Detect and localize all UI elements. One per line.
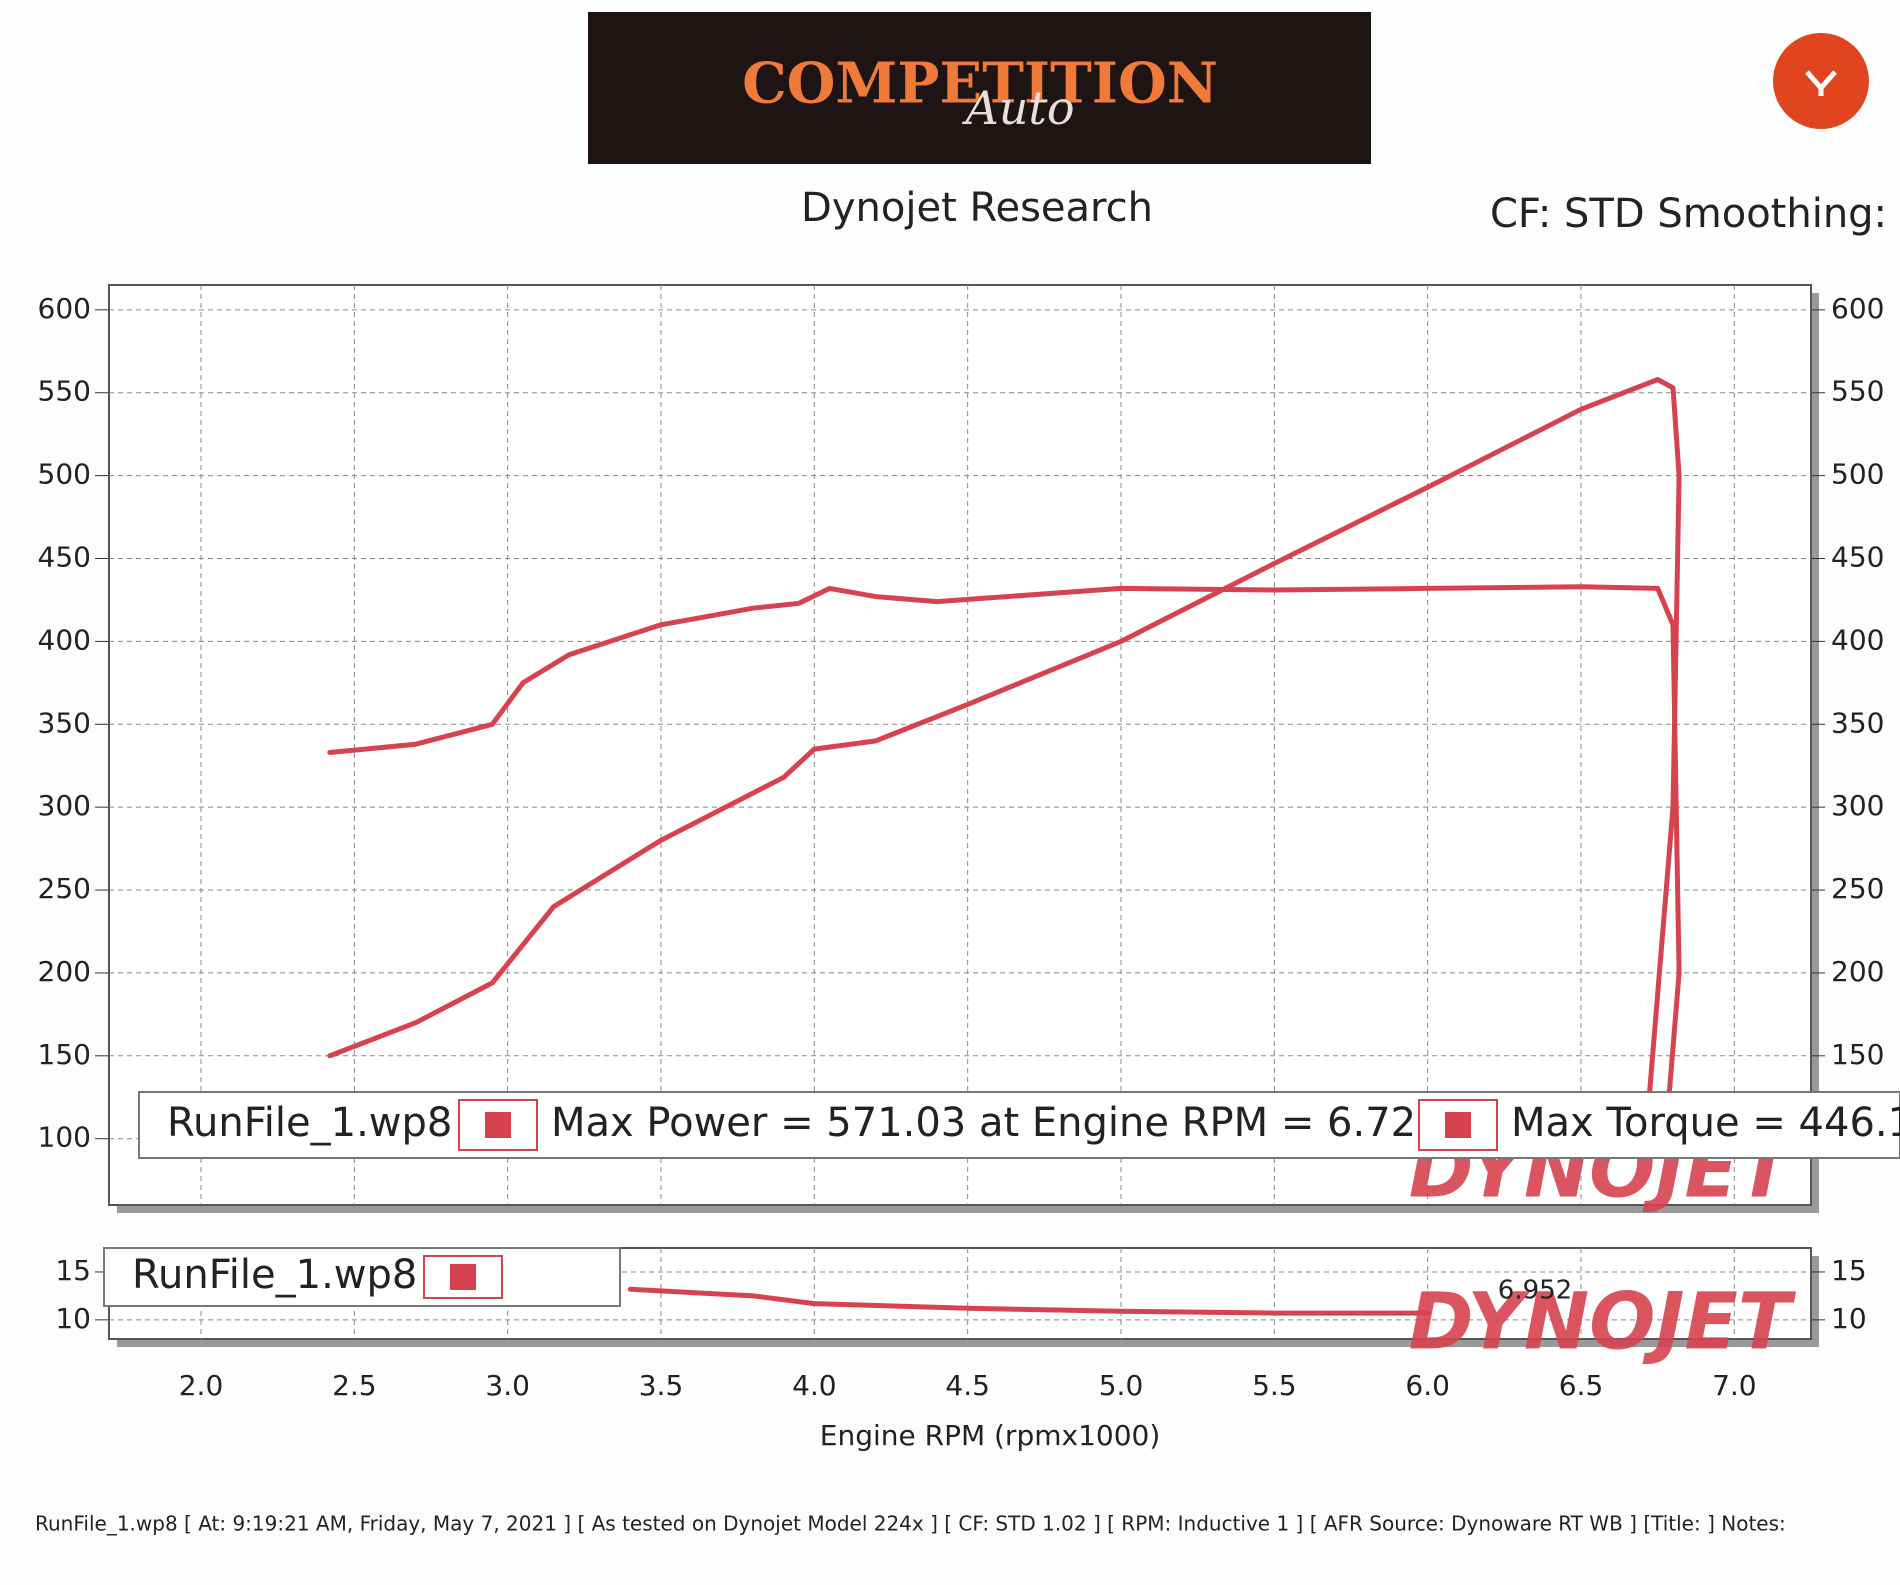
logo-script: Auto (961, 81, 1074, 135)
y2-tick-label: 600 (1831, 292, 1884, 325)
title: Dynojet Research (801, 185, 1153, 231)
annotation: 6.952 (1498, 1276, 1572, 1306)
y-tick-label: 200 (38, 955, 91, 988)
y2-tick-label: 150 (1831, 1038, 1884, 1071)
x-tick-label: 5.0 (1099, 1369, 1144, 1402)
share-icon (1805, 70, 1837, 96)
y2-tick-label: 500 (1831, 458, 1884, 491)
y2-tick-label: 250 (1831, 872, 1884, 905)
legend-swatch (450, 1264, 476, 1290)
y-tick-label: 450 (38, 541, 91, 574)
y-tick-label: 500 (38, 458, 91, 491)
x-tick-label: 5.5 (1252, 1369, 1297, 1402)
y-tick-label: 300 (38, 789, 91, 822)
legend-box (103, 1247, 621, 1307)
x-tick-label: 4.5 (945, 1369, 990, 1402)
x-tick-label: 6.5 (1559, 1369, 1604, 1402)
settings: CF: STD Smoothing: (1490, 191, 1887, 237)
y-tick-label: 15 (55, 1254, 91, 1287)
legend-box (138, 1091, 1900, 1159)
y2-tick-label: 350 (1831, 706, 1884, 739)
x-tick-label: 3.5 (639, 1369, 684, 1402)
y-tick-label: 550 (38, 375, 91, 408)
footer: RunFile_1.wp8 [ At: 9:19:21 AM, Friday, … (35, 1512, 1786, 1536)
y-tick-label: 350 (38, 706, 91, 739)
y2-tick-label: 400 (1831, 623, 1884, 656)
legend-title: RunFile_1.wp8 (132, 1252, 417, 1298)
y2-tick-label: 200 (1831, 955, 1884, 988)
y2-tick-label: 15 (1831, 1254, 1867, 1287)
y2-tick-label: 300 (1831, 789, 1884, 822)
data-line (627, 1286, 1431, 1316)
x-tick-label: 2.0 (179, 1369, 224, 1402)
y-tick-label: 400 (38, 623, 91, 656)
data-line (327, 584, 1682, 1125)
legend-swatch (485, 1112, 511, 1138)
x-tick-label: 7.0 (1712, 1369, 1757, 1402)
x-axis-label: Engine RPM (rpmx1000) (820, 1419, 1161, 1452)
x-tick-label: 6.0 (1405, 1369, 1450, 1402)
y-tick-label: 150 (38, 1038, 91, 1071)
y2-tick-label: 450 (1831, 541, 1884, 574)
share-button[interactable] (1773, 33, 1869, 129)
legend-label: Max Power = 571.03 at Engine RPM = 6.72 (551, 1100, 1416, 1146)
data-line (327, 377, 1682, 1108)
logo-banner (588, 12, 1371, 164)
watermark: DYNOJET (1409, 1277, 1797, 1367)
legend-swatch (1445, 1112, 1471, 1138)
y2-tick-label: 550 (1831, 375, 1884, 408)
x-tick-label: 2.5 (332, 1369, 377, 1402)
y-tick-label: 600 (38, 292, 91, 325)
y-tick-label: 10 (55, 1302, 91, 1335)
share-button-circle[interactable] (1773, 33, 1869, 129)
y2-tick-label: 10 (1831, 1302, 1867, 1335)
x-tick-label: 4.0 (792, 1369, 837, 1402)
legend-label: Max Torque = 446.14 (1511, 1100, 1900, 1146)
legend-title: RunFile_1.wp8 (167, 1100, 452, 1146)
logo-main: COMPETITION (742, 51, 1218, 117)
x-tick-label: 3.0 (485, 1369, 530, 1402)
y-tick-label: 100 (38, 1121, 91, 1154)
y-tick-label: 250 (38, 872, 91, 905)
